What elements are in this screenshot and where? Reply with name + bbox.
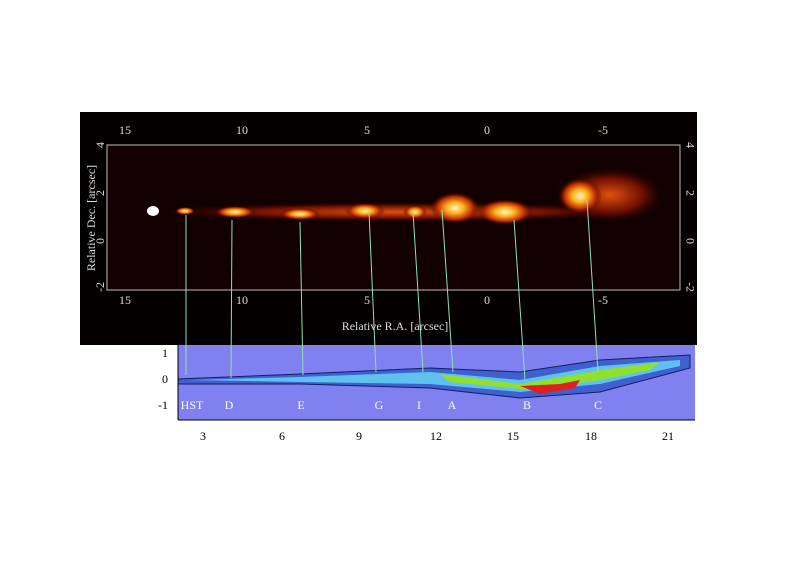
y-tick-label: 4 (93, 142, 107, 148)
y-axis-label: Relative Dec. [arcsec] (84, 165, 98, 271)
y-tick-label: 0 (93, 238, 107, 244)
y-tick-label: 4 (683, 142, 697, 148)
x-tick-label: 15 (119, 293, 131, 307)
connector (441, 209, 454, 373)
x-tick-label: -5 (598, 293, 608, 307)
knot-glow (175, 207, 195, 215)
knot-glow (558, 178, 602, 214)
jet-contour (520, 380, 580, 394)
knot-glow (403, 205, 427, 219)
knot-label: E (297, 398, 304, 412)
jet-contour (440, 362, 660, 390)
y-tick-label: 0 (683, 238, 697, 244)
connector (586, 199, 599, 373)
connector (368, 211, 377, 373)
y-tick-label: -2 (93, 282, 107, 292)
x-tick-label: 5 (364, 123, 370, 137)
x-tick-label: 3 (200, 429, 206, 443)
x-tick-label: -5 (598, 123, 608, 137)
x-tick-label: 0 (484, 293, 490, 307)
x-tick-label: 10 (236, 123, 248, 137)
y-tick-label: -1 (158, 398, 168, 412)
knot-glow (430, 192, 480, 224)
jet-core (147, 206, 159, 216)
knot-label: HST (181, 398, 204, 412)
y-tick-label: -2 (683, 282, 697, 292)
knot-glow (477, 199, 533, 225)
x-tick-label: 0 (484, 123, 490, 137)
radio-jet (177, 354, 691, 399)
connector (412, 211, 424, 373)
x-tick-label: 21 (662, 429, 674, 443)
knot-label: I (417, 398, 421, 412)
y-tick-label: 2 (683, 190, 697, 196)
x-tick-label: 10 (236, 293, 248, 307)
connector (513, 219, 526, 381)
x-tick-label: 12 (430, 429, 442, 443)
x-tick-label: 15 (507, 429, 519, 443)
knot-glow (215, 206, 255, 218)
knot-glow (280, 208, 320, 220)
x-tick-label: 18 (585, 429, 597, 443)
knot-label: A (448, 398, 457, 412)
x-axis-label: Relative R.A. [arcsec] (342, 319, 449, 333)
x-tick-label: 15 (119, 123, 131, 137)
x-tick-label: 9 (356, 429, 362, 443)
x-tick-label: 6 (279, 429, 285, 443)
knot-label: C (594, 398, 602, 412)
connector (230, 219, 233, 379)
y-tick-label: 1 (162, 346, 168, 360)
knot-glow (345, 203, 385, 219)
knot-label: G (375, 398, 384, 412)
knot-label: D (225, 398, 234, 412)
connector (299, 221, 304, 376)
knot-label: B (523, 398, 531, 412)
y-tick-label: 2 (93, 190, 107, 196)
x-tick-label: 5 (364, 293, 370, 307)
y-tick-label: 0 (162, 372, 168, 386)
connectors (185, 199, 599, 381)
